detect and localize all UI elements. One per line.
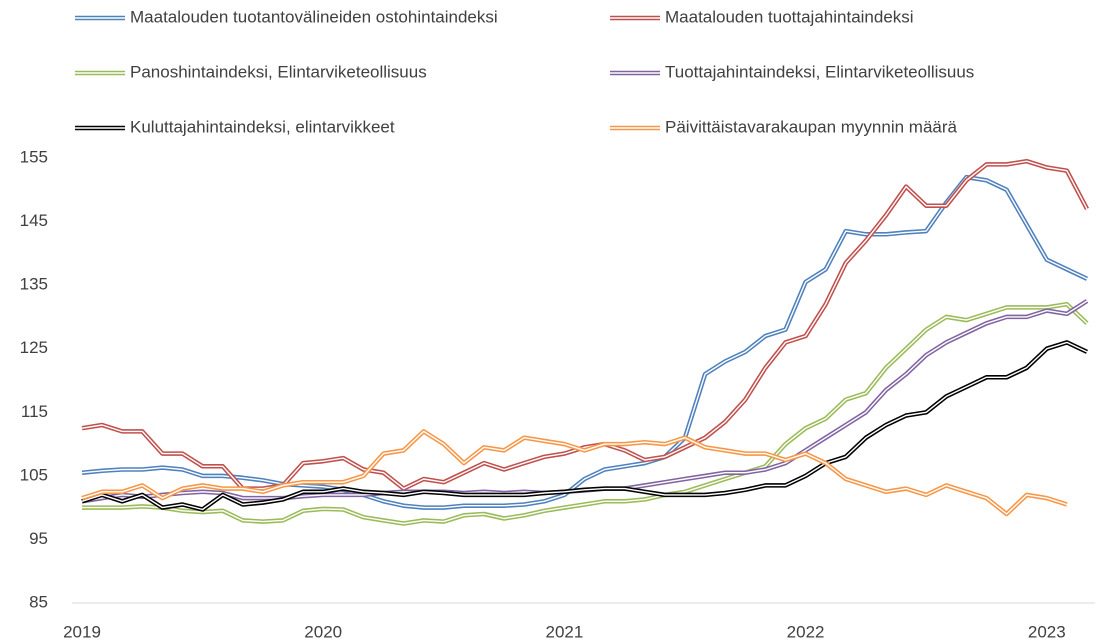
series-line-highlight (81, 176, 1088, 509)
y-tick-label: 155 (20, 147, 48, 166)
x-tick-label: 2022 (787, 622, 825, 641)
series-line (81, 174, 1088, 510)
legend-label: Maatalouden tuotantovälineiden ostohinta… (130, 7, 498, 26)
y-tick-label: 125 (20, 338, 48, 357)
y-tick-label: 135 (20, 275, 48, 294)
y-tick-label: 115 (21, 402, 48, 421)
x-tick-label: 2021 (545, 622, 583, 641)
x-tick-label: 2023 (1028, 622, 1066, 641)
legend-label: Tuottajahintaindeksi, Elintarviketeollis… (665, 62, 974, 81)
legend-label: Panoshintaindeksi, Elintarviketeollisuus (130, 62, 427, 81)
y-tick-label: 95 (29, 529, 48, 548)
series-line (81, 299, 1089, 504)
y-tick-label: 105 (20, 465, 48, 484)
series-line-highlight (81, 430, 1068, 515)
series-line-highlight (81, 300, 1088, 502)
series-line-highlight (81, 341, 1088, 511)
legend-label: Kuluttajahintaindeksi, elintarvikkeet (130, 117, 395, 136)
x-tick-label: 2020 (304, 622, 342, 641)
legend-label: Päivittäistavarakaupan myynnin määrä (665, 117, 958, 136)
series-line (81, 340, 1088, 512)
legend-label: Maatalouden tuottajahintaindeksi (665, 7, 914, 26)
y-tick-label: 85 (29, 592, 48, 611)
series-line-highlight (82, 303, 1088, 525)
x-tick-label: 2019 (63, 622, 101, 641)
y-tick-label: 145 (20, 211, 48, 230)
